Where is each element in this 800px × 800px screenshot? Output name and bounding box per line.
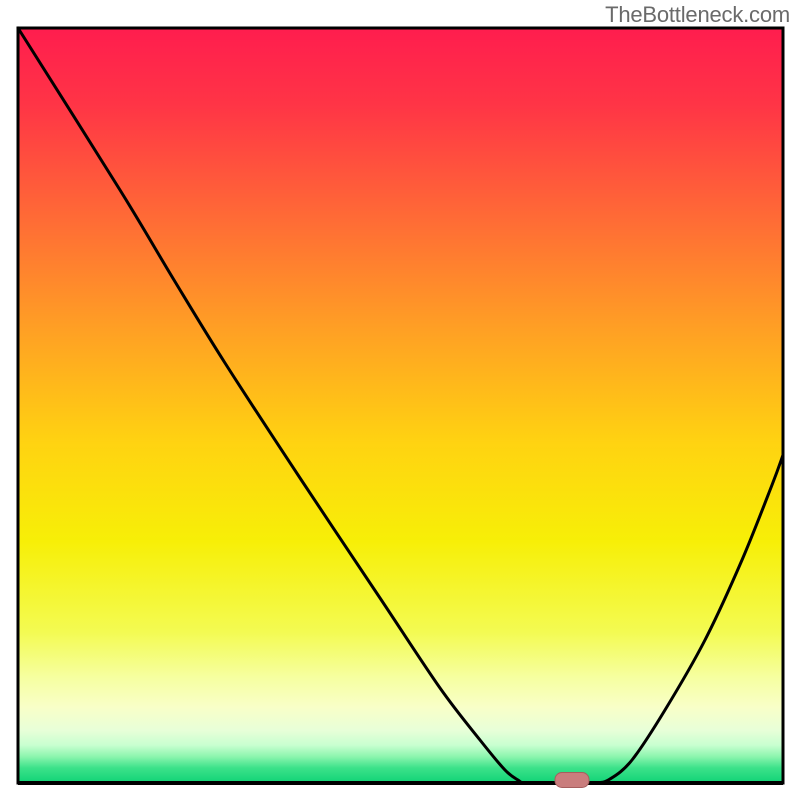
bottleneck-chart (0, 0, 800, 800)
optimal-point-marker (555, 773, 589, 788)
chart-container: TheBottleneck.com (0, 0, 800, 800)
watermark-text: TheBottleneck.com (605, 2, 790, 28)
chart-background (18, 28, 783, 783)
